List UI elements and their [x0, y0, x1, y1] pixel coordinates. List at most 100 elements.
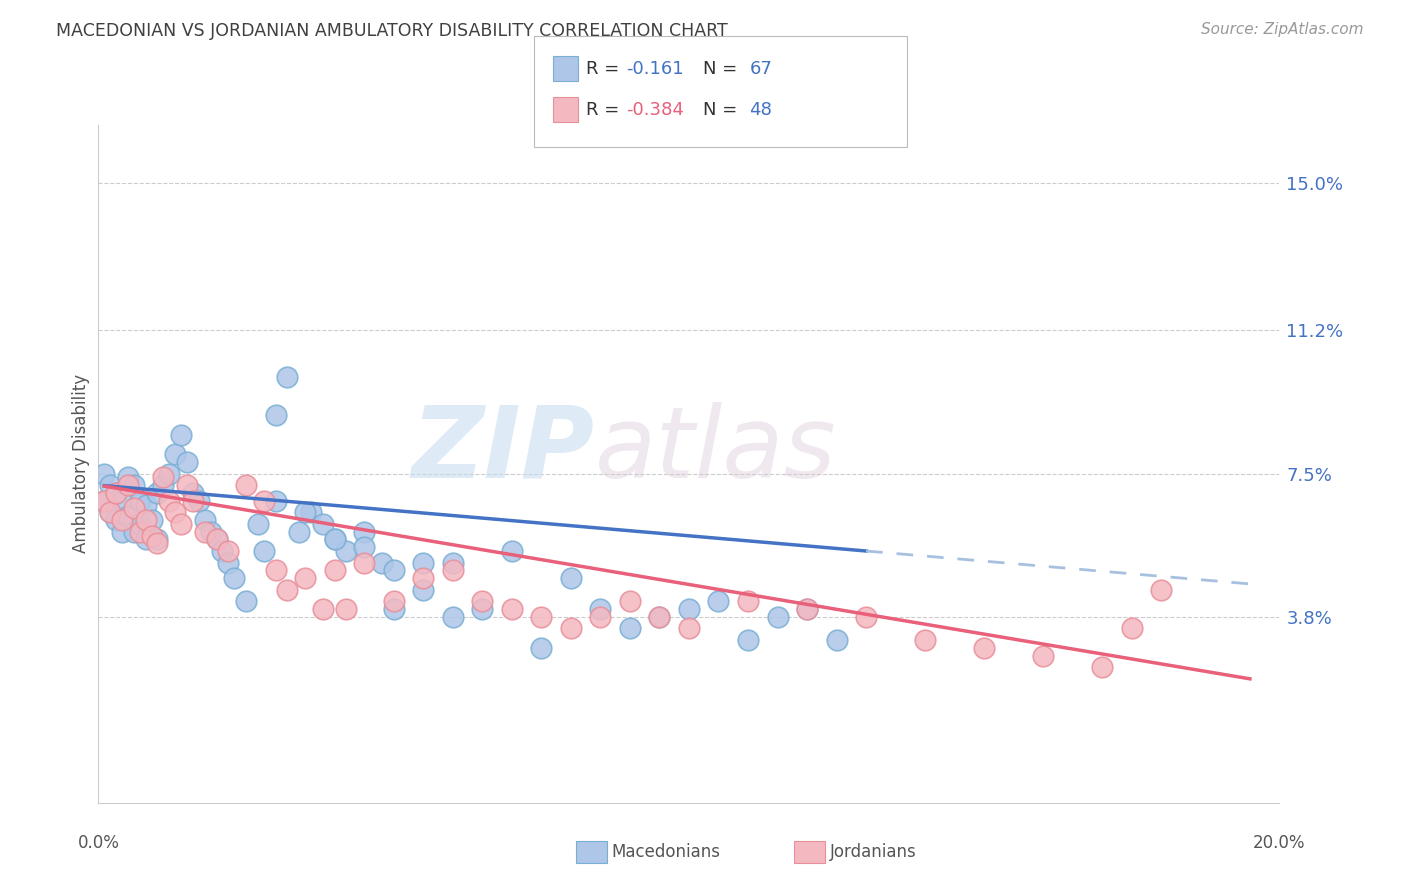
Point: [825, 633, 848, 648]
Text: N =: N =: [703, 60, 742, 78]
Point: [176, 478, 198, 492]
Point: [648, 610, 671, 624]
Point: [560, 622, 582, 636]
Point: [353, 556, 375, 570]
Point: [312, 602, 335, 616]
Point: [276, 582, 298, 597]
Point: [117, 509, 139, 524]
Point: [530, 640, 553, 655]
Point: [264, 493, 287, 508]
Point: [312, 516, 335, 531]
Text: ZIP: ZIP: [412, 401, 595, 499]
Text: Macedonians: Macedonians: [612, 843, 721, 861]
Point: [335, 602, 357, 616]
Point: [146, 533, 169, 547]
Point: [253, 544, 276, 558]
Point: [589, 610, 612, 624]
Point: [737, 594, 759, 608]
Text: atlas: atlas: [595, 401, 837, 499]
Point: [217, 544, 239, 558]
Text: 0.0%: 0.0%: [77, 834, 120, 852]
Point: [323, 533, 346, 547]
Point: [1091, 660, 1114, 674]
Text: 48: 48: [749, 101, 772, 119]
Point: [560, 571, 582, 585]
Point: [170, 427, 193, 442]
Point: [122, 478, 145, 492]
Point: [707, 594, 730, 608]
Text: R =: R =: [586, 101, 626, 119]
Point: [737, 633, 759, 648]
Point: [117, 470, 139, 484]
Point: [194, 524, 217, 539]
Point: [382, 602, 405, 616]
Point: [105, 486, 128, 500]
Point: [796, 602, 818, 616]
Point: [122, 501, 145, 516]
Point: [323, 563, 346, 577]
Text: Source: ZipAtlas.com: Source: ZipAtlas.com: [1201, 22, 1364, 37]
Point: [181, 493, 204, 508]
Point: [441, 563, 464, 577]
Point: [1032, 648, 1054, 663]
Point: [128, 493, 150, 508]
Point: [181, 486, 204, 500]
Point: [1121, 622, 1143, 636]
Point: [170, 516, 193, 531]
Point: [619, 622, 641, 636]
Point: [224, 571, 246, 585]
Point: [205, 533, 228, 547]
Point: [176, 455, 198, 469]
Point: [194, 513, 217, 527]
Point: [678, 602, 700, 616]
Point: [441, 610, 464, 624]
Point: [412, 582, 434, 597]
Point: [211, 544, 233, 558]
Point: [353, 524, 375, 539]
Point: [914, 633, 936, 648]
Point: [501, 544, 523, 558]
Text: 20.0%: 20.0%: [1253, 834, 1306, 852]
Text: -0.161: -0.161: [626, 60, 683, 78]
Point: [217, 556, 239, 570]
Point: [98, 505, 121, 519]
Point: [141, 528, 163, 542]
Point: [530, 610, 553, 624]
Point: [235, 594, 257, 608]
Point: [111, 493, 134, 508]
Point: [146, 486, 169, 500]
Point: [648, 610, 671, 624]
Text: R =: R =: [586, 60, 626, 78]
Point: [471, 594, 494, 608]
Point: [111, 524, 134, 539]
Point: [276, 369, 298, 384]
Point: [141, 513, 163, 527]
Point: [165, 505, 187, 519]
Point: [253, 493, 276, 508]
Point: [294, 571, 316, 585]
Text: MACEDONIAN VS JORDANIAN AMBULATORY DISABILITY CORRELATION CHART: MACEDONIAN VS JORDANIAN AMBULATORY DISAB…: [56, 22, 728, 40]
Point: [146, 536, 169, 550]
Point: [157, 467, 180, 481]
Point: [855, 610, 877, 624]
Text: -0.384: -0.384: [626, 101, 683, 119]
Text: Jordanians: Jordanians: [830, 843, 917, 861]
Point: [796, 602, 818, 616]
Point: [335, 544, 357, 558]
Point: [678, 622, 700, 636]
Point: [98, 478, 121, 492]
Point: [200, 524, 222, 539]
Text: 67: 67: [749, 60, 772, 78]
Point: [122, 524, 145, 539]
Point: [264, 563, 287, 577]
Point: [152, 470, 174, 484]
Point: [441, 556, 464, 570]
Point: [501, 602, 523, 616]
Y-axis label: Ambulatory Disability: Ambulatory Disability: [72, 375, 90, 553]
Point: [105, 486, 128, 500]
Point: [165, 447, 187, 461]
Point: [105, 513, 128, 527]
Point: [93, 493, 115, 508]
Point: [235, 478, 257, 492]
Point: [128, 524, 150, 539]
